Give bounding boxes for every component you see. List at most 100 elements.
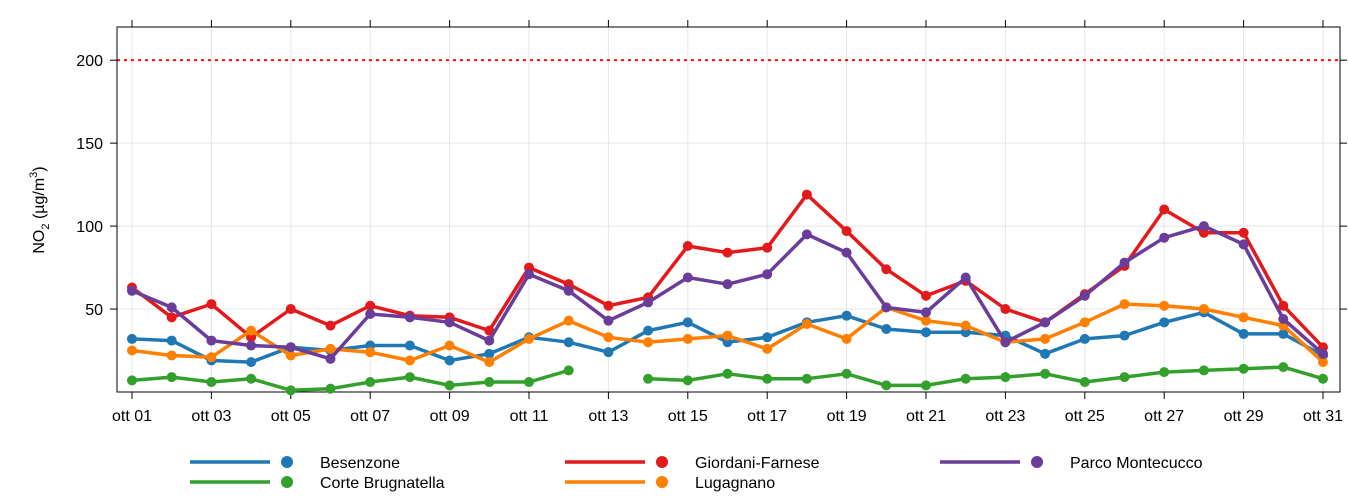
data-point xyxy=(762,373,773,384)
data-point xyxy=(682,375,693,386)
data-point xyxy=(762,269,773,280)
data-point xyxy=(801,189,812,200)
data-point xyxy=(762,332,773,343)
data-point xyxy=(1000,337,1011,348)
ylabel-part: NO xyxy=(31,230,48,254)
data-point xyxy=(1159,367,1170,378)
data-point xyxy=(285,304,296,315)
data-point xyxy=(404,355,415,366)
data-point xyxy=(1040,348,1051,359)
legend-label: Lugagnano xyxy=(695,475,775,492)
y-axis-label: NO2 (µg/m3) xyxy=(28,166,52,253)
data-point xyxy=(1000,372,1011,383)
data-point xyxy=(801,373,812,384)
data-point xyxy=(801,229,812,240)
data-point xyxy=(881,380,892,391)
data-point xyxy=(921,315,931,326)
data-point xyxy=(603,315,614,326)
x-tick-label: ott 17 xyxy=(747,408,787,425)
data-point xyxy=(1079,317,1090,328)
x-tick-label: ott 21 xyxy=(906,408,946,425)
x-tick-label: ott 25 xyxy=(1065,408,1105,425)
legend-label: Giordani-Farnese xyxy=(695,455,820,472)
data-point xyxy=(1318,357,1328,368)
data-point xyxy=(484,335,495,346)
data-point xyxy=(166,372,177,383)
data-point xyxy=(841,368,852,379)
x-tick-label: ott 03 xyxy=(191,408,231,425)
ylabel-part: (µg/m xyxy=(31,178,48,224)
data-point xyxy=(1278,300,1289,311)
data-point xyxy=(960,373,971,384)
data-point xyxy=(1278,328,1289,339)
data-point xyxy=(643,325,654,336)
data-point xyxy=(1040,317,1051,328)
data-point xyxy=(484,357,495,368)
data-point xyxy=(444,340,455,351)
x-tick-label: ott 19 xyxy=(827,408,867,425)
data-point xyxy=(166,312,177,323)
data-point xyxy=(960,320,971,331)
data-point xyxy=(404,340,415,351)
data-point xyxy=(603,347,614,358)
data-point xyxy=(563,315,574,326)
data-point xyxy=(325,353,336,364)
data-point xyxy=(1238,227,1249,238)
plot-frame xyxy=(116,26,1341,393)
ylabel-part: 3 xyxy=(28,172,40,178)
data-point xyxy=(484,348,495,359)
data-point xyxy=(1040,368,1051,379)
ylabel-part: 2 xyxy=(40,224,52,230)
data-point xyxy=(921,290,931,301)
legend-label: Besenzone xyxy=(320,455,400,472)
data-point xyxy=(1198,304,1209,315)
y-tick-label: 50 xyxy=(85,302,103,319)
x-tick-label: ott 31 xyxy=(1303,408,1343,425)
legend-label: Corte Brugnatella xyxy=(320,475,445,492)
data-point xyxy=(722,279,733,290)
data-point xyxy=(1119,330,1130,341)
data-point xyxy=(1198,221,1209,232)
data-point xyxy=(444,380,455,391)
data-point xyxy=(1318,373,1328,384)
data-point xyxy=(365,377,376,388)
data-point xyxy=(127,375,137,386)
x-tick-label: ott 15 xyxy=(668,408,708,425)
x-tick-label: ott 07 xyxy=(350,408,390,425)
data-point xyxy=(484,377,495,388)
data-point xyxy=(603,300,614,311)
data-point xyxy=(1238,312,1249,323)
data-point xyxy=(682,241,693,251)
data-point xyxy=(1079,290,1090,301)
data-point xyxy=(1238,363,1249,374)
data-point xyxy=(1159,204,1170,215)
data-point xyxy=(722,330,733,341)
data-point xyxy=(881,264,892,275)
x-tick-label: ott 01 xyxy=(112,408,152,425)
data-point xyxy=(246,340,257,351)
legend-marker xyxy=(281,456,293,468)
data-point xyxy=(801,318,812,329)
data-point xyxy=(444,355,455,366)
data-point xyxy=(921,327,931,338)
data-point xyxy=(285,342,296,353)
data-point xyxy=(285,385,296,396)
data-point xyxy=(524,333,534,344)
data-point xyxy=(682,317,693,328)
data-point xyxy=(444,317,455,328)
data-point xyxy=(1238,328,1249,339)
x-tick-label: ott 23 xyxy=(985,408,1025,425)
data-point xyxy=(921,380,931,391)
x-tick-label: ott 09 xyxy=(430,408,470,425)
data-point xyxy=(841,310,852,321)
data-point xyxy=(206,377,217,388)
data-point xyxy=(1159,317,1170,328)
ylabel-part: ) xyxy=(31,166,48,171)
data-point xyxy=(404,372,415,383)
data-point xyxy=(643,337,654,348)
data-point xyxy=(762,242,773,253)
data-point xyxy=(881,302,892,313)
data-point xyxy=(1079,377,1090,388)
data-point xyxy=(643,373,654,384)
data-point xyxy=(722,368,733,379)
